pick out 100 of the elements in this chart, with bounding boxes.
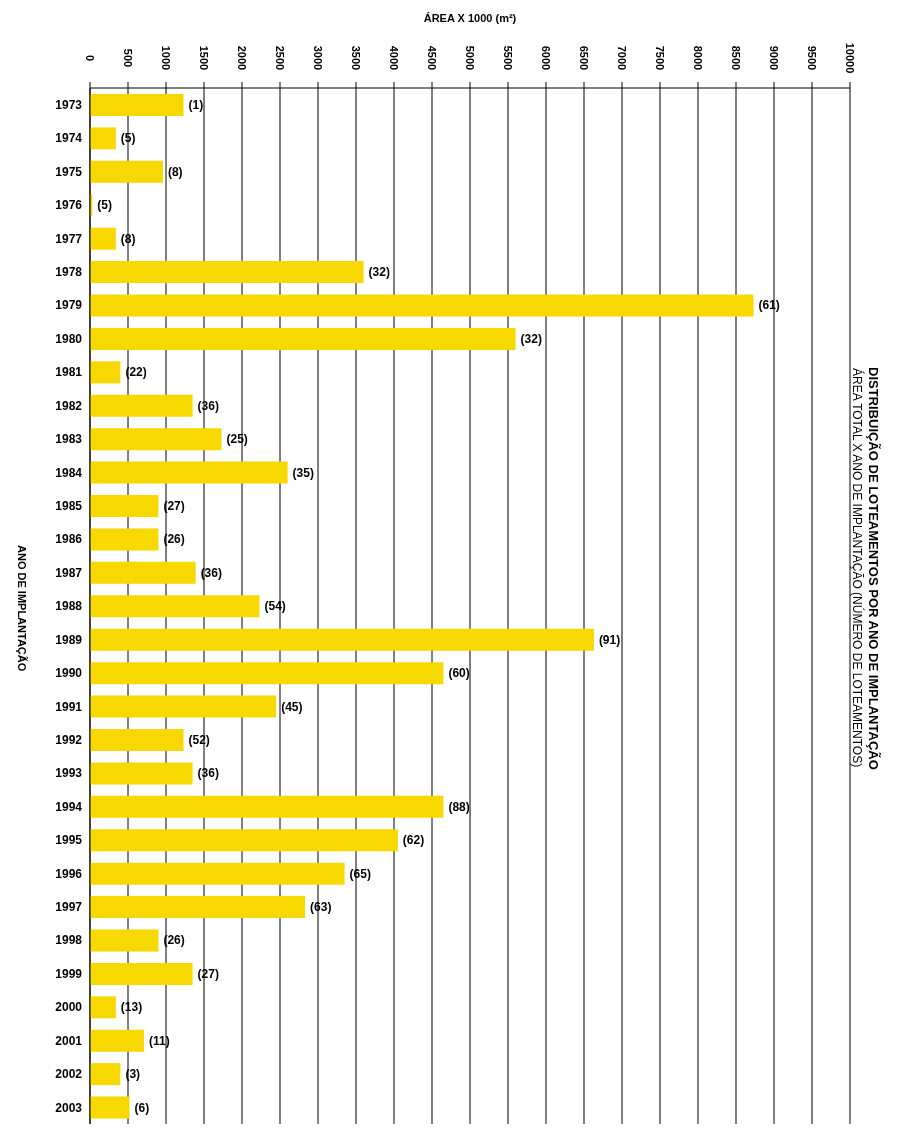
y-tick-label: 1985: [55, 499, 83, 513]
x-tick-label: 2000: [236, 45, 248, 71]
bar: [90, 962, 193, 985]
x-tick-label: 4000: [388, 45, 400, 71]
annotation: (36): [197, 398, 219, 413]
y-tick-label: 1993: [55, 766, 83, 781]
annotation: (62): [402, 833, 425, 848]
y-tick-label: 1997: [55, 900, 83, 915]
bar: [90, 461, 288, 484]
text: DISTRIBUIÇÃO DE LOTEAMENTOS POR ANO DE IMPLANTAÇÃO: [866, 366, 881, 770]
y-tick-label: 1981: [55, 365, 83, 380]
annotation: (5): [120, 131, 136, 146]
x-tick-label: 6000: [540, 45, 552, 71]
y-tick-label: 2001: [55, 1033, 83, 1048]
y-tick-label: 1989: [55, 632, 83, 647]
annotation: (52): [188, 732, 210, 747]
x-tick-label: 7000: [616, 45, 628, 71]
y-tick-label: 1983: [55, 432, 83, 447]
annotation: (3): [125, 1067, 141, 1082]
bar: [90, 394, 193, 417]
annotation: (88): [448, 799, 470, 814]
y-tick-label: 1974: [55, 131, 83, 146]
annotation: (6): [134, 1100, 150, 1115]
text: ÁREA TOTAL X ANO DE IMPLANTAÇÃO (NÚMERO DE LOTEAMENTOS): [850, 368, 864, 768]
bar: [90, 929, 159, 952]
x-tick-label: 8500: [730, 45, 742, 71]
y-tick-label: 2002: [55, 1067, 83, 1082]
y-tick-label: 1987: [55, 565, 83, 580]
x-tick-label: 10000: [844, 42, 856, 74]
bar: [90, 495, 159, 518]
bar: [90, 695, 277, 718]
annotation: (61): [758, 298, 780, 313]
y-tick-label: 1979: [55, 298, 83, 313]
y-tick-label: 1999: [55, 966, 83, 981]
annotation: (27): [163, 499, 185, 513]
y-tick-label: 2003: [55, 1100, 83, 1115]
annotation: (36): [197, 766, 219, 781]
annotation: (22): [125, 365, 147, 380]
x-tick-label: 5500: [502, 45, 514, 71]
y-tick-label: 1996: [55, 866, 83, 881]
x-tick-label: 500: [122, 48, 134, 68]
x-tick-label: 9500: [806, 45, 818, 71]
x-tick-label: 8000: [692, 45, 704, 71]
x-tick-label: 0: [84, 54, 96, 62]
bar: [90, 862, 345, 885]
x-tick-label: 4500: [426, 45, 438, 71]
bar: [90, 94, 184, 116]
y-tick-label: 1988: [55, 599, 83, 614]
bar: [90, 1029, 144, 1052]
annotation: (26): [163, 532, 185, 547]
y-tick-label: 1986: [55, 532, 83, 547]
bar: [90, 762, 193, 785]
bar: [90, 361, 121, 384]
bar: [90, 294, 754, 317]
annotation: (65): [349, 866, 371, 881]
bar: [90, 1096, 130, 1119]
y-axis-title: ANO DE IMPLANTAÇÃO: [16, 544, 28, 672]
y-tick-label: 1975: [55, 164, 83, 179]
x-tick-label: 2500: [274, 45, 286, 71]
annotation: (1): [188, 97, 204, 112]
y-tick-label: 1992: [55, 732, 83, 747]
annotation: (54): [264, 599, 286, 614]
bar: [90, 261, 364, 284]
bar: [90, 528, 159, 551]
bar: [90, 595, 260, 618]
annotation: (27): [197, 966, 219, 981]
bar: [90, 628, 594, 651]
x-tick-label: 7500: [654, 45, 666, 71]
bar: [90, 728, 184, 751]
bar: [90, 662, 444, 685]
annotation: (35): [292, 465, 314, 480]
annotation: (8): [167, 164, 183, 179]
x-tick-label: 1000: [160, 45, 172, 71]
y-tick-label: 1982: [55, 398, 83, 413]
bar: [90, 327, 516, 350]
x-tick-label: 3500: [350, 45, 362, 71]
annotation: (91): [598, 632, 621, 647]
y-tick-label: 1980: [55, 331, 83, 346]
bar: [90, 1063, 121, 1086]
y-tick-label: 1991: [55, 699, 83, 714]
annotation: (32): [520, 331, 542, 346]
annotation: (60): [448, 666, 470, 681]
x-tick-label: 3000: [312, 45, 324, 71]
bar: [90, 561, 196, 584]
annotation: (11): [148, 1033, 170, 1048]
annotation: (45): [281, 699, 303, 714]
y-tick-label: 2000: [55, 1000, 83, 1015]
y-tick-label: 1977: [55, 231, 83, 246]
bar: [90, 829, 398, 852]
annotation: (63): [310, 900, 332, 915]
y-tick-label: 1976: [55, 198, 83, 213]
annotation: (25): [226, 432, 248, 447]
bar: [90, 227, 116, 250]
bar: [90, 996, 116, 1019]
x-tick-label: 5000: [464, 45, 476, 71]
x-axis-title: ÁREA X 1000 (m²): [422, 12, 518, 24]
annotation: (32): [368, 265, 390, 280]
annotation: (26): [163, 933, 185, 948]
bar: [90, 896, 306, 919]
annotation: (13): [120, 1000, 143, 1015]
